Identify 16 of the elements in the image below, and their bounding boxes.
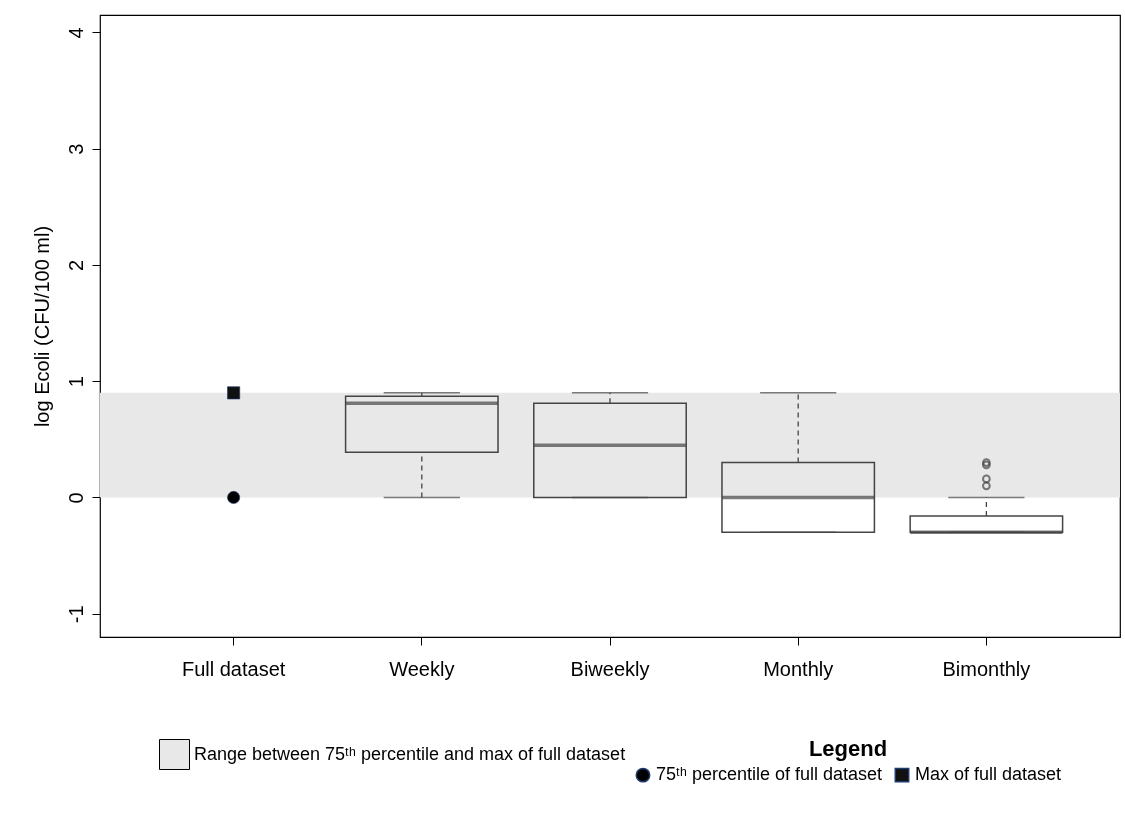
y-tick-label: 2	[64, 259, 87, 272]
y-tick-label: 3	[64, 143, 87, 155]
legend-label: Range between 75ᵗʰ percentile and max of full dataset	[194, 743, 626, 764]
y-axis-title: log Ecoli (CFU/100 ml)	[30, 225, 53, 428]
y-tick-label: 4	[64, 27, 87, 39]
x-tick-label: Biweekly	[570, 657, 650, 680]
x-tick-label: Full dataset	[181, 657, 286, 680]
legend-title: Legend	[808, 736, 888, 761]
y-tick-label: 1	[64, 376, 87, 388]
legend-label: Max of full dataset	[915, 764, 1062, 785]
legend-label: 75ᵗʰ percentile of full dataset	[656, 764, 882, 785]
y-tick-label: -1	[64, 605, 87, 624]
y-tick-label: 0	[64, 492, 87, 504]
x-tick-label: Weekly	[389, 657, 455, 680]
x-tick-label: Bimonthly	[942, 657, 1031, 680]
x-tick-label: Monthly	[763, 657, 834, 680]
